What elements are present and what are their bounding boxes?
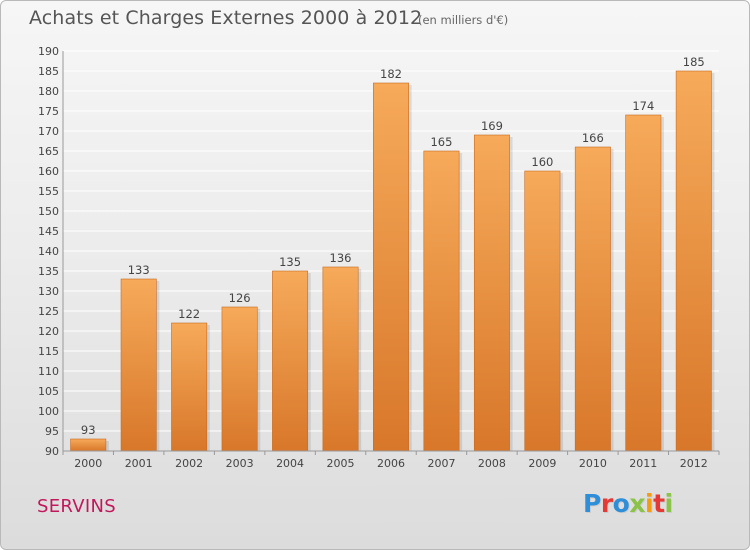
y-tick-label: 140 [38,245,59,258]
bar-2009 [524,170,561,452]
data-label: 185 [683,55,705,69]
y-tick-label: 145 [38,225,59,238]
logo-letter: o [612,489,630,518]
y-tick-label: 165 [38,145,59,158]
bar-2012 [675,70,712,452]
y-tick-label: 95 [45,425,59,438]
bar-2006 [373,82,409,452]
bar-2011 [625,114,662,452]
y-tick-label: 190 [38,45,59,58]
data-label: 135 [279,255,301,269]
data-label: 169 [481,119,503,133]
logo-letter: i [664,489,674,518]
data-label: 93 [81,423,96,437]
logo-letter: P [583,489,601,518]
bar-2008 [473,134,510,452]
chart-title: Achats et Charges Externes 2000 à 2012 [29,7,423,29]
x-tick-label: 2008 [478,457,506,470]
data-label: 166 [582,131,604,145]
y-tick-label: 155 [38,185,59,198]
data-label: 122 [178,307,200,321]
bar-2007 [423,150,460,452]
y-tick-label: 150 [38,205,59,218]
x-tick-label: 2006 [377,457,405,470]
data-label: 133 [128,263,150,277]
bar-2005 [322,266,359,452]
y-tick-label: 180 [38,85,59,98]
bar-2003 [221,306,258,452]
y-tick-label: 125 [38,305,59,318]
x-tick-label: 2002 [175,457,203,470]
logo-letter: x [629,489,645,518]
y-tick-label: 170 [38,125,59,138]
y-tick-label: 100 [38,405,59,418]
data-label: 174 [632,99,654,113]
data-label: 165 [430,135,452,149]
x-tick-label: 2007 [427,457,455,470]
x-tick-label: 2005 [327,457,355,470]
y-tick-label: 110 [38,365,59,378]
commune-name: SERVINS [37,496,116,517]
proxiti-logo: Proxiti [583,489,673,518]
logo-letter: r [600,489,613,518]
axes: 90 95 100 105 110 115 120 125 130 135 140 145 150 155… [38,45,720,470]
data-label: 126 [229,291,251,305]
y-tick-label: 135 [38,265,59,278]
x-tick-label: 2012 [680,457,708,470]
y-tick-label: 185 [38,65,59,78]
data-label: 182 [380,67,402,81]
bar-2010 [574,146,611,452]
y-tick-label: 120 [38,325,59,338]
y-tick-label: 175 [38,105,59,118]
x-tick-label: 2011 [629,457,657,470]
x-tick-label: 2001 [125,457,153,470]
data-label: 136 [330,251,352,265]
y-tick-label: 160 [38,165,59,178]
chart-subtitle: (en milliers d'€) [418,13,509,27]
bar-2004 [272,270,309,452]
y-tick-label: 115 [38,345,59,358]
x-tick-label: 2000 [74,457,102,470]
data-label: 160 [531,155,553,169]
data-labels: 93 133 122 126 135 136 182 165 169 160 166 174 185 [81,55,705,437]
x-tick-label: 2004 [276,457,304,470]
logo-letter: t [653,489,665,518]
logo-letter: i [645,489,654,518]
bar-2000 [70,438,107,452]
y-tick-label: 90 [45,445,59,458]
y-tick-label: 105 [38,385,59,398]
x-tick-label: 2009 [528,457,556,470]
bars [70,70,715,452]
x-tick-label: 2010 [579,457,607,470]
y-tick-label: 130 [38,285,59,298]
x-tick-label: 2003 [226,457,254,470]
bar-2001 [120,278,157,452]
bar-2002 [171,322,208,452]
